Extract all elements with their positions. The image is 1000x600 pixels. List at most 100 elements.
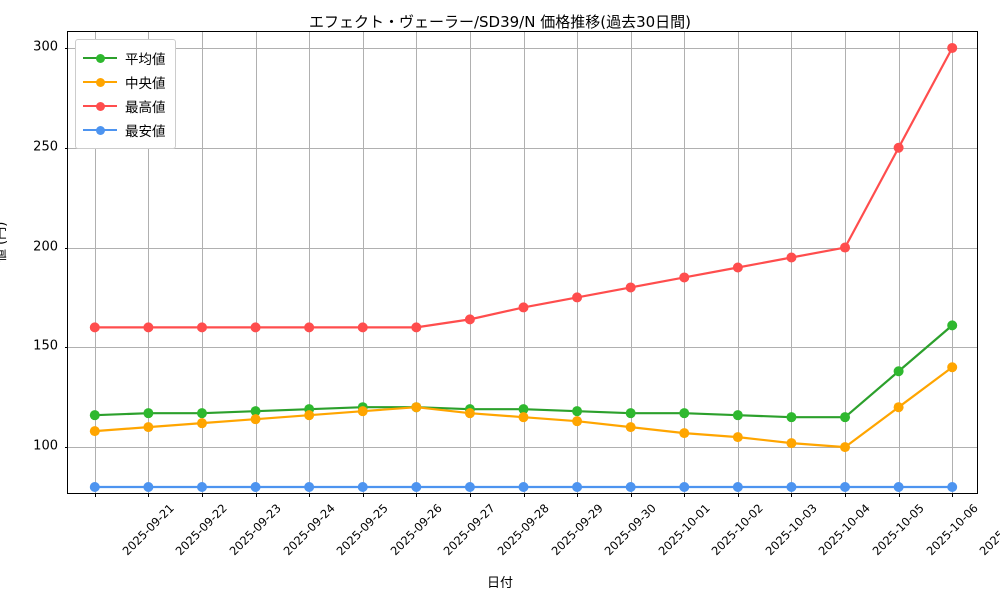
data-point-marker (357, 482, 368, 493)
gridline-vertical (684, 32, 686, 493)
gridline-vertical (791, 32, 793, 493)
data-point-marker (411, 322, 422, 333)
data-point-marker (250, 414, 261, 425)
data-point-marker (518, 482, 529, 493)
data-point-marker (89, 426, 100, 437)
x-tick-mark (791, 493, 793, 497)
gridline-vertical (523, 32, 525, 493)
data-point-marker (786, 252, 797, 263)
data-point-marker (304, 482, 315, 493)
gridline-vertical (309, 32, 311, 493)
legend-line-marker-icon (83, 75, 117, 89)
x-tick-label: 2025-09-30 (601, 501, 659, 559)
data-point-marker (947, 320, 958, 331)
data-point-marker (196, 482, 207, 493)
data-point-marker (625, 422, 636, 433)
data-point-marker (304, 410, 315, 421)
gridline-horizontal (68, 47, 977, 49)
gridline-horizontal (68, 347, 977, 349)
x-tick-mark (148, 493, 150, 497)
x-tick-label: 2025-10-05 (869, 501, 927, 559)
x-tick-mark (416, 493, 418, 497)
data-point-marker (840, 242, 851, 253)
data-point-marker (840, 482, 851, 493)
legend-item[interactable]: 最安値 (83, 118, 166, 142)
data-point-marker (679, 482, 690, 493)
gridline-vertical (898, 32, 900, 493)
data-point-marker (625, 408, 636, 419)
legend-item[interactable]: 中央値 (83, 70, 166, 94)
x-tick-label: 2025-09-21 (119, 501, 177, 559)
series-line (93, 324, 954, 419)
gridline-vertical (362, 32, 364, 493)
data-point-marker (89, 410, 100, 421)
data-point-marker (893, 366, 904, 377)
gridline-horizontal (68, 447, 977, 449)
gridline-horizontal (68, 147, 977, 149)
y-tick-label: 200 (33, 239, 58, 255)
data-point-marker (625, 482, 636, 493)
data-point-marker (947, 42, 958, 53)
gridline-vertical (737, 32, 739, 493)
x-tick-mark (630, 493, 632, 497)
x-tick-label: 2025-09-27 (440, 501, 499, 559)
x-axis-label: 日付 (486, 576, 513, 591)
data-point-marker (143, 482, 154, 493)
x-tick-label: 2025-10-06 (923, 501, 981, 559)
data-point-marker (357, 322, 368, 333)
x-tick-mark (684, 493, 686, 497)
chart-legend: 平均値中央値最高値最安値 (75, 39, 176, 149)
y-tick-label: 100 (33, 438, 58, 454)
data-point-marker (572, 482, 583, 493)
x-tick-label: 2025-09-22 (172, 501, 231, 559)
y-tick-label: 300 (33, 39, 58, 55)
data-point-marker (411, 402, 422, 413)
x-tick-label: 2025-10-01 (655, 501, 713, 559)
plot-area (64, 31, 978, 497)
legend-item[interactable]: 平均値 (83, 46, 166, 70)
legend-label: 最高値 (125, 100, 166, 116)
data-point-marker (732, 410, 743, 421)
gridline-vertical (469, 32, 471, 493)
legend-item[interactable]: 最高値 (83, 94, 166, 118)
data-point-marker (732, 262, 743, 273)
data-point-marker (625, 282, 636, 293)
data-point-marker (250, 406, 261, 417)
y-tick-mark (64, 247, 68, 249)
data-point-marker (250, 482, 261, 493)
data-point-marker (732, 432, 743, 443)
data-point-marker (893, 142, 904, 153)
x-tick-label: 2025-10-03 (762, 501, 820, 559)
chart-title: エフェクト・ヴェーラー/SD39/N 価格推移(過去30日間) (308, 13, 692, 31)
legend-label: 中央値 (125, 76, 166, 92)
y-tick-mark (64, 347, 68, 349)
data-point-marker (89, 322, 100, 333)
data-point-marker (679, 272, 690, 283)
data-point-marker (89, 482, 100, 493)
data-point-marker (786, 438, 797, 449)
gridline-vertical (94, 32, 96, 493)
x-tick-mark (309, 493, 311, 497)
gridline-vertical (952, 32, 954, 493)
x-tick-mark (577, 493, 579, 497)
x-tick-mark (523, 493, 525, 497)
x-tick-mark (952, 493, 954, 497)
legend-label: 最安値 (125, 124, 166, 140)
gridline-horizontal (68, 247, 977, 249)
series-1 (89, 320, 958, 423)
legend-line-marker-icon (83, 99, 117, 113)
x-tick-mark (362, 493, 364, 497)
x-tick-label: 2025-09-25 (333, 501, 391, 559)
series-3 (89, 42, 958, 333)
gridline-vertical (255, 32, 257, 493)
x-tick-label: 2025-09-24 (280, 501, 338, 559)
gridline-vertical (416, 32, 418, 493)
x-tick-label: 2025-09-23 (226, 501, 284, 559)
y-tick-label: 250 (33, 139, 58, 155)
gridline-vertical (148, 32, 150, 493)
y-tick-label: 150 (33, 338, 58, 354)
data-point-marker (947, 362, 958, 373)
data-point-marker (786, 412, 797, 423)
y-tick-mark (64, 447, 68, 449)
